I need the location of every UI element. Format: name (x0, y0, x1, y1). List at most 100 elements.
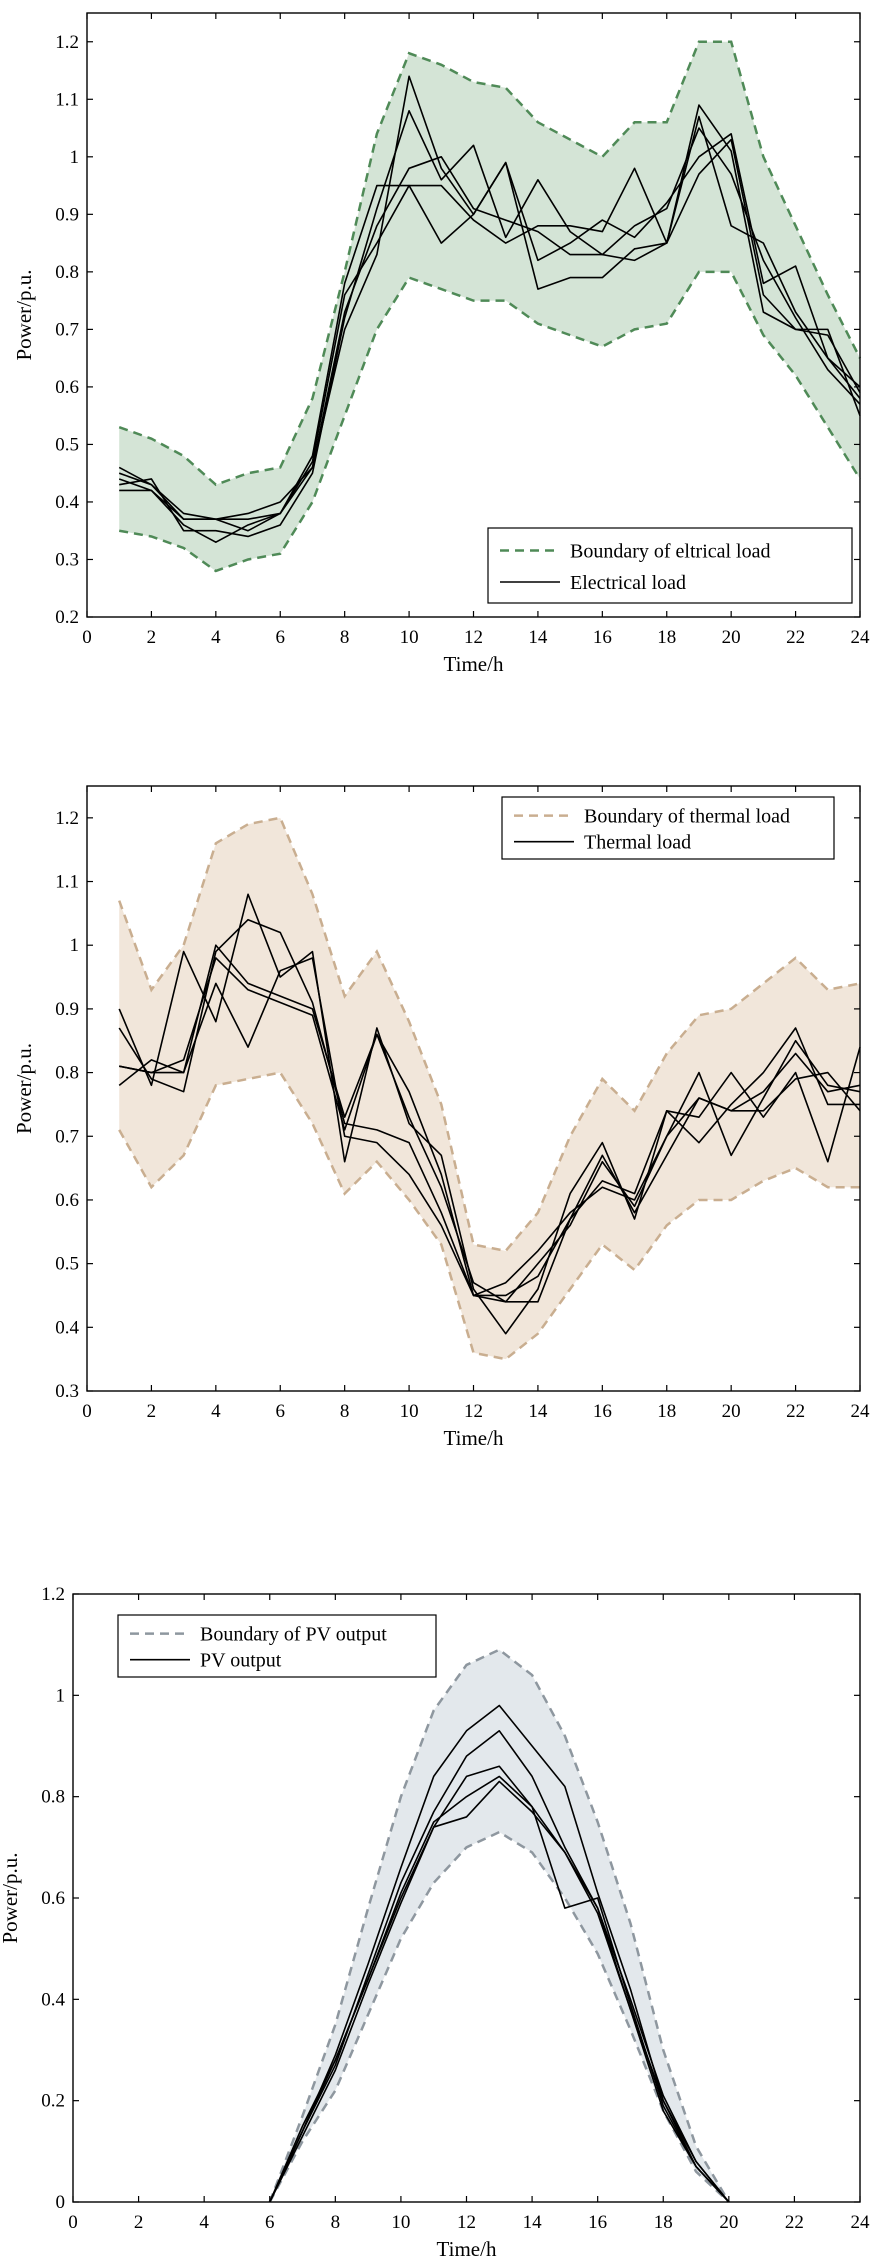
x-tick-label: 4 (211, 1401, 221, 1422)
legend-boundary-label: Boundary of PV output (200, 1624, 387, 1646)
x-tick-label: 6 (276, 627, 286, 648)
boundary-band (269, 1649, 729, 2202)
series-line-3 (119, 133, 861, 544)
x-tick-label: 20 (722, 627, 741, 648)
y-tick-label: 1.2 (55, 32, 79, 53)
y-tick-label: 0.8 (41, 1787, 65, 1808)
legend-series-label: PV output (200, 1650, 282, 1672)
y-tick-label: 0.2 (55, 607, 79, 628)
chart-2: 0 2 4 6 8 10 12 14 16 18 20 22 240.30.40.50.60.70.80… (12, 785, 871, 1450)
x-tick-label: 14 (528, 627, 548, 648)
series-line-4 (269, 1775, 730, 2203)
y-tick-label: 1.2 (41, 1584, 65, 1605)
y-tick-label: 0 (56, 2192, 66, 2213)
legend-box (487, 527, 853, 604)
x-tick-label: 22 (785, 2212, 804, 2233)
y-tick-label: 1.1 (55, 872, 79, 893)
x-axis-title: Time/h (444, 652, 504, 676)
chart-3: 0 2 4 6 8 10 12 14 16 18 20 22 2400.20.40.60.811.2Ti… (0, 1584, 870, 2261)
x-tick-label: 12 (464, 627, 483, 648)
y-tick-label: 1.1 (55, 89, 79, 110)
lower-boundary-line (118, 1071, 860, 1361)
x-tick-label: 12 (464, 1401, 483, 1422)
y-tick-label: 0.3 (55, 1381, 79, 1402)
x-tick-label: 10 (400, 627, 419, 648)
series-line-4 (118, 957, 861, 1303)
series-line-5 (119, 957, 861, 1303)
legend-boundary-label: Boundary of thermal load (584, 806, 790, 828)
series-line-5 (118, 127, 861, 521)
y-tick-label: 1.2 (55, 808, 79, 829)
series-line-2 (119, 109, 861, 538)
x-tick-label: 18 (657, 627, 676, 648)
x-axis-title: Time/h (437, 2237, 497, 2261)
legend: Boundary of eltrical load Electrical load (487, 527, 853, 604)
x-tick-label: 10 (391, 2212, 410, 2233)
y-tick-label: 1 (70, 935, 80, 956)
x-tick-label: 18 (657, 1401, 676, 1422)
x-tick-label: 20 (719, 2212, 738, 2233)
y-axis-title: Power/p.u. (12, 1043, 36, 1134)
y-tick-label: 0.7 (55, 319, 79, 340)
x-tick-label: 0 (68, 2212, 78, 2233)
y-tick-label: 0.9 (55, 999, 79, 1020)
x-tick-label: 12 (457, 2212, 476, 2233)
y-tick-label: 0.4 (41, 1989, 65, 2010)
upper-boundary-line (118, 816, 861, 1253)
y-tick-label: 0.3 (55, 549, 79, 570)
y-tick-label: 0.4 (55, 492, 79, 513)
legend: Boundary of PV output PV output (117, 1614, 437, 1678)
upper-boundary-line (118, 40, 862, 487)
x-tick-label: 24 (851, 2212, 871, 2233)
y-tick-label: 0.2 (41, 2091, 65, 2112)
legend-box (501, 796, 835, 860)
series-line-1 (118, 893, 861, 1335)
x-tick-label: 24 (851, 1401, 871, 1422)
x-axis-title: Time/h (444, 1426, 504, 1450)
x-tick-label: 6 (265, 2212, 275, 2233)
y-tick-label: 0.6 (55, 377, 79, 398)
x-tick-label: 4 (199, 2212, 209, 2233)
x-tick-label: 24 (851, 627, 871, 648)
x-tick-label: 16 (593, 1401, 612, 1422)
y-tick-label: 1 (56, 1685, 66, 1706)
x-tick-label: 16 (593, 627, 612, 648)
boundary-band (119, 817, 861, 1360)
y-tick-label: 0.7 (55, 1126, 79, 1147)
y-tick-label: 0.6 (41, 1888, 65, 1909)
series-line-2 (119, 944, 860, 1297)
x-tick-label: 0 (82, 627, 92, 648)
x-tick-label: 2 (147, 627, 157, 648)
y-axis-title: Power/p.u. (0, 1853, 22, 1944)
series-line-4 (118, 138, 861, 532)
x-tick-label: 14 (523, 2212, 543, 2233)
x-tick-label: 18 (654, 2212, 673, 2233)
series-line-5 (269, 1780, 730, 2203)
y-tick-label: 0.5 (55, 1254, 79, 1275)
legend-series-label: Thermal load (584, 832, 691, 854)
legend-boundary-label: Boundary of eltrical load (570, 541, 771, 563)
y-tick-label: 0.8 (55, 262, 79, 283)
x-tick-label: 6 (276, 1401, 286, 1422)
x-tick-label: 14 (528, 1401, 548, 1422)
y-tick-label: 0.5 (55, 434, 79, 455)
x-tick-label: 16 (588, 2212, 607, 2233)
x-tick-label: 8 (340, 627, 350, 648)
x-tick-label: 8 (340, 1401, 350, 1422)
series-line-3 (118, 918, 861, 1297)
legend-series-label: Electrical load (570, 572, 686, 594)
x-tick-label: 2 (134, 2212, 144, 2233)
x-tick-label: 8 (331, 2212, 341, 2233)
x-tick-label: 20 (722, 1401, 741, 1422)
y-tick-label: 0.4 (55, 1317, 79, 1338)
boundary-band (119, 41, 861, 571)
y-tick-label: 0.9 (55, 204, 79, 225)
x-tick-label: 22 (786, 627, 805, 648)
x-tick-label: 22 (786, 1401, 805, 1422)
y-tick-label: 0.8 (55, 1063, 79, 1084)
x-tick-label: 0 (82, 1401, 92, 1422)
chart-1: 0 2 4 6 8 10 12 14 16 18 20 22 240.20.30.40.50.60.70… (12, 12, 871, 676)
upper-boundary-line (268, 1648, 730, 2203)
lower-boundary-line (118, 270, 862, 573)
